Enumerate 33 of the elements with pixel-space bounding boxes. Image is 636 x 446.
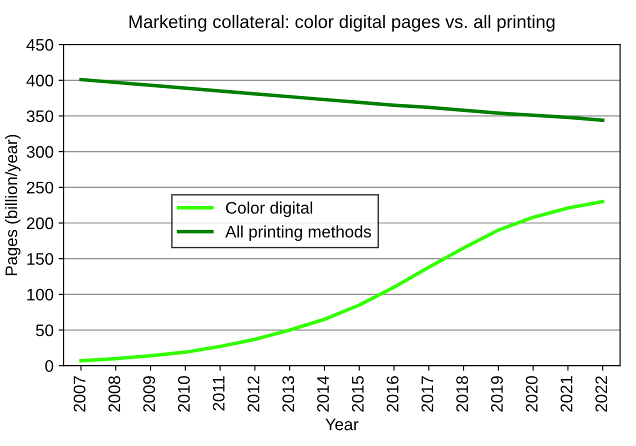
y-tick-label: 450 xyxy=(26,39,54,51)
x-tick-label: 2013 xyxy=(282,376,294,412)
y-axis-title: Pages (billion/year) xyxy=(4,134,21,276)
line-series xyxy=(79,200,604,362)
x-tick-label: 2020 xyxy=(526,376,538,412)
x-tick-label: 2010 xyxy=(178,376,190,412)
x-tick-label: 2012 xyxy=(248,376,260,412)
x-tick-label: 2018 xyxy=(456,376,468,412)
x-tick-label: 2011 xyxy=(212,376,225,410)
x-axis-title: Year xyxy=(325,418,358,430)
y-tick-label: 200 xyxy=(26,217,54,230)
line-series xyxy=(79,78,604,122)
legend-label: Color digital xyxy=(226,202,312,218)
x-tick-label: 2008 xyxy=(108,376,120,412)
y-tick-label: 0 xyxy=(45,360,54,372)
x-tick-label: 2017 xyxy=(421,376,434,412)
x-tick-label: 2016 xyxy=(386,376,398,412)
x-tick-label: 2009 xyxy=(143,376,156,412)
x-tick-label: 2021 xyxy=(560,376,572,412)
x-tick-label: 2014 xyxy=(317,376,329,412)
x-tick-label: 2019 xyxy=(491,376,503,412)
y-tick-label: 300 xyxy=(26,146,54,158)
y-tick-label: 250 xyxy=(26,182,54,194)
y-tick-label: 150 xyxy=(27,253,54,265)
legend-label: All printing methods xyxy=(225,225,371,241)
x-tick-label: 2022 xyxy=(595,376,608,412)
y-tick-label: 50 xyxy=(36,324,54,336)
x-tick-label: 2015 xyxy=(352,376,364,412)
x-tick-label: 2007 xyxy=(74,376,86,412)
y-tick-label: 350 xyxy=(26,110,54,122)
chart-title: Marketing collateral: color digital pages vs. all printing xyxy=(130,14,554,32)
y-tick-label: 400 xyxy=(26,74,54,86)
y-tick-label: 100 xyxy=(27,288,54,301)
